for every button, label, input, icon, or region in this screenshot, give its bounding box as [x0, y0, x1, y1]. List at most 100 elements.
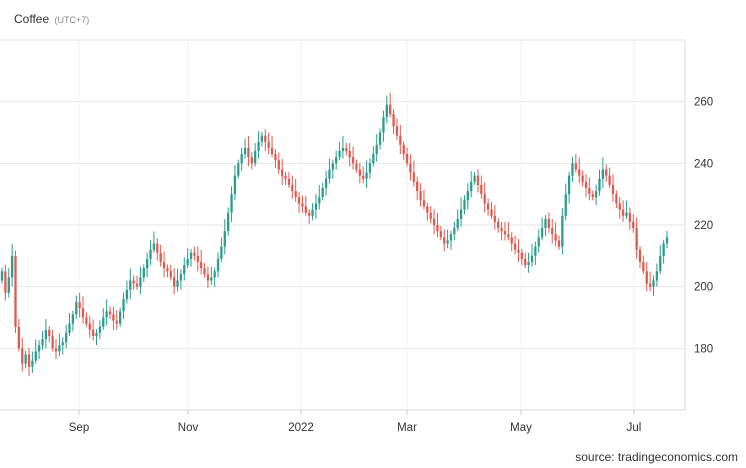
candle-body [64, 332, 68, 343]
candle [574, 154, 578, 173]
candle [331, 159, 334, 179]
candle [264, 129, 267, 151]
candle [395, 118, 399, 141]
candle-body [635, 228, 638, 250]
candle-body [146, 258, 149, 269]
candle-body [210, 277, 213, 281]
candle-body [466, 191, 469, 201]
candle [68, 313, 71, 336]
source-label: source: tradingeconomics.com [575, 450, 738, 464]
candle-body [240, 154, 243, 164]
candle-body [118, 311, 122, 324]
candle [594, 184, 598, 205]
candle [513, 235, 517, 255]
candle [399, 124, 402, 155]
candle-body [382, 117, 385, 133]
candle-body [578, 169, 581, 176]
candle [540, 217, 544, 241]
candle [58, 333, 61, 357]
candle-body [422, 200, 426, 207]
candle-body [247, 147, 250, 158]
candle [507, 222, 510, 241]
candle [324, 170, 328, 196]
candle-body [473, 175, 476, 182]
candle-body [237, 163, 240, 176]
candle-body [14, 255, 17, 327]
candle [297, 192, 301, 213]
candle [314, 194, 318, 219]
candle-body [503, 231, 507, 235]
candle-body [162, 262, 166, 269]
candle [632, 214, 635, 233]
candle-body [54, 348, 58, 352]
candle [162, 251, 166, 278]
candle-body [554, 234, 557, 241]
candle [419, 183, 422, 207]
candle [375, 134, 378, 162]
candle [355, 159, 358, 173]
candle-body [274, 154, 277, 161]
candle [156, 238, 159, 261]
candle-body [601, 169, 605, 179]
candle-body [588, 188, 591, 195]
candle-body [362, 175, 365, 179]
candle [480, 175, 483, 199]
candle-body [139, 277, 142, 287]
candle [402, 141, 405, 161]
candle [250, 152, 253, 170]
candle-body [645, 271, 648, 284]
candle [41, 331, 44, 350]
candle-body [169, 271, 172, 278]
candle-body [615, 194, 618, 204]
candle-body [10, 255, 14, 278]
candle [129, 268, 132, 299]
candle [139, 266, 142, 295]
candle-body [223, 231, 226, 247]
candle [301, 195, 304, 213]
candle [378, 128, 382, 150]
candle-body [4, 271, 7, 293]
candle [37, 340, 41, 360]
x-tick-label: May [510, 422, 532, 434]
candle-body [618, 203, 621, 210]
candle [81, 296, 85, 324]
candle [203, 263, 206, 278]
candle-body [227, 212, 230, 232]
candle [179, 269, 183, 290]
candle [358, 163, 361, 184]
candle-body [318, 197, 321, 204]
candle-body [456, 218, 459, 229]
candle [206, 266, 210, 289]
candle [149, 240, 152, 266]
candle [422, 189, 426, 210]
candle-body [173, 277, 176, 287]
candle [456, 209, 459, 232]
candle [243, 138, 247, 159]
candle-body [105, 311, 108, 318]
candle-body [260, 135, 264, 142]
candle-body [196, 255, 199, 262]
candle-body [520, 252, 523, 259]
candle-body [220, 246, 223, 259]
candle [473, 171, 476, 185]
candle [227, 207, 230, 236]
candle [534, 241, 537, 266]
candle [618, 196, 621, 219]
candle-body [37, 345, 41, 352]
candles [0, 92, 669, 377]
candle [476, 169, 480, 193]
candle-body [497, 221, 500, 229]
candle-body [152, 243, 156, 250]
candle [659, 245, 662, 275]
candle-body [41, 339, 44, 346]
candle [524, 252, 527, 269]
candle [122, 292, 125, 320]
candle [146, 252, 149, 278]
candle-body [392, 114, 395, 127]
candle-body [44, 329, 48, 340]
candle-body [486, 203, 490, 210]
candle-body [34, 351, 37, 361]
candle [277, 152, 280, 175]
y-tick-label: 220 [694, 220, 713, 232]
